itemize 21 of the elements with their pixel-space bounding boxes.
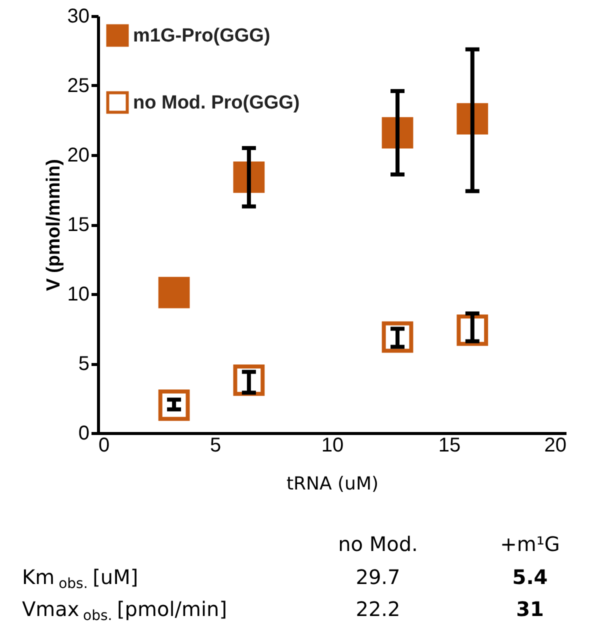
x-tick-label: 20 — [544, 434, 566, 456]
text: 29.7 — [356, 565, 400, 589]
text: 5.4 — [512, 565, 548, 589]
y-tick-label: 25 — [67, 75, 90, 97]
y-tick-label: 15 — [67, 214, 90, 236]
legend-label: m1G-Pro(GGG) — [133, 26, 270, 46]
legend-label: no Mod. Pro(GGG) — [133, 92, 300, 114]
x-tick-label: 15 — [438, 434, 461, 456]
x-tick-label: 5 — [210, 434, 222, 456]
y-tick-label: 5 — [78, 353, 90, 375]
text: +m¹G — [500, 532, 560, 556]
y-tick-label: 20 — [67, 144, 90, 166]
text: no Mod. — [338, 532, 418, 556]
y-tick-label: 30 — [67, 6, 90, 28]
y-tick-label: 10 — [67, 284, 90, 306]
x-tick-label: 0 — [98, 434, 110, 456]
y-axis-title: V (pmol/mmin) — [43, 159, 64, 291]
text: 31 — [516, 597, 544, 621]
x-tick-label: 10 — [321, 434, 344, 456]
text: 22.2 — [356, 597, 400, 621]
x-axis-title: tRNA (uM) — [286, 474, 379, 494]
